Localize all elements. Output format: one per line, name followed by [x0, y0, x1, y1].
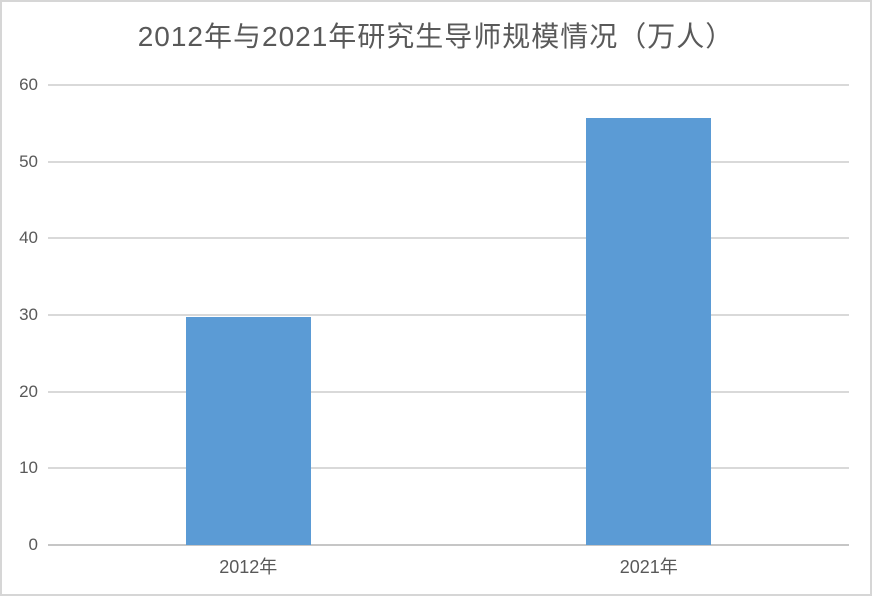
y-tick-label: 30 — [19, 305, 38, 324]
y-tick-label: 10 — [19, 458, 38, 478]
bar-2021年 — [586, 117, 712, 545]
gridline — [48, 237, 849, 240]
y-tick-label: 50 — [19, 151, 38, 171]
y-tick-label: 0 — [28, 535, 38, 554]
y-tick-label: 40 — [19, 228, 38, 248]
gridline — [48, 84, 849, 86]
x-axis-line — [48, 544, 849, 546]
gridline — [48, 467, 849, 470]
x-category-label: 2021年 — [619, 557, 678, 577]
chart-title: 2012年与2021年研究生导师规模情况（万人） — [137, 21, 735, 52]
bar-2012年 — [185, 316, 311, 545]
gridline — [48, 160, 849, 163]
y-tick-label: 60 — [19, 75, 38, 94]
y-tick-label: 20 — [19, 381, 38, 401]
x-category-label: 2012年 — [219, 557, 278, 577]
gridline — [48, 390, 849, 393]
gridline — [48, 314, 849, 316]
plot-area — [48, 84, 849, 546]
